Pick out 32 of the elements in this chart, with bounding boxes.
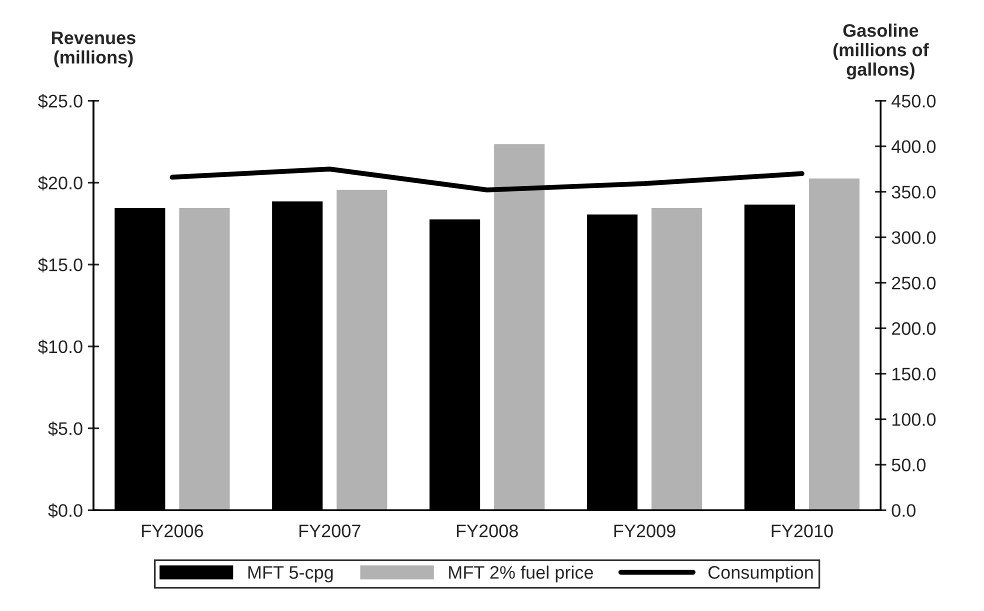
y-tick-label: $15.0: [38, 258, 82, 272]
y-tick-label: $10.0: [38, 340, 82, 354]
y-axis-title: Revenues (millions): [52, 32, 136, 68]
line-series: [170, 166, 804, 192]
bar: [650, 206, 704, 510]
legend-label: MFT 2% fuel price: [449, 566, 593, 582]
y2-tick-label: 0.0: [892, 504, 916, 517]
bar: [335, 188, 389, 510]
y-tick-label: $5.0: [48, 421, 82, 436]
x-tick-label: FY2007: [300, 524, 360, 538]
bar: [808, 177, 861, 510]
bar: [492, 142, 546, 510]
y2-tick-label: 50.0: [892, 458, 926, 472]
x-tick-label: FY2010: [772, 524, 833, 538]
y-tick-label: $25.0: [38, 94, 82, 109]
y-tick-label: $0.0: [48, 503, 82, 518]
y2-tick-label: 250.0: [892, 276, 936, 290]
y2-axis-title: Gasoline (millions of gallons): [833, 24, 929, 80]
y2-tick-label: 100.0: [892, 413, 936, 426]
y2-tick-label: 150.0: [892, 368, 936, 380]
y2-tick-label: 300.0: [892, 231, 936, 244]
y2-tick-label: 200.0: [892, 322, 936, 335]
x-tick-label: FY2008: [456, 524, 518, 538]
legend-label: Consumption: [708, 566, 813, 582]
bar: [178, 206, 232, 510]
y2-tick-label: 400.0: [892, 140, 936, 154]
y-tick-label: $20.0: [38, 176, 82, 190]
x-tick-label: FY2009: [614, 524, 676, 538]
y2-tick-label: 350.0: [892, 186, 936, 199]
x-tick-label: FY2006: [142, 524, 204, 538]
y2-tick-label: 450.0: [892, 94, 936, 108]
legend-label: MFT 5-cpg: [248, 566, 333, 582]
